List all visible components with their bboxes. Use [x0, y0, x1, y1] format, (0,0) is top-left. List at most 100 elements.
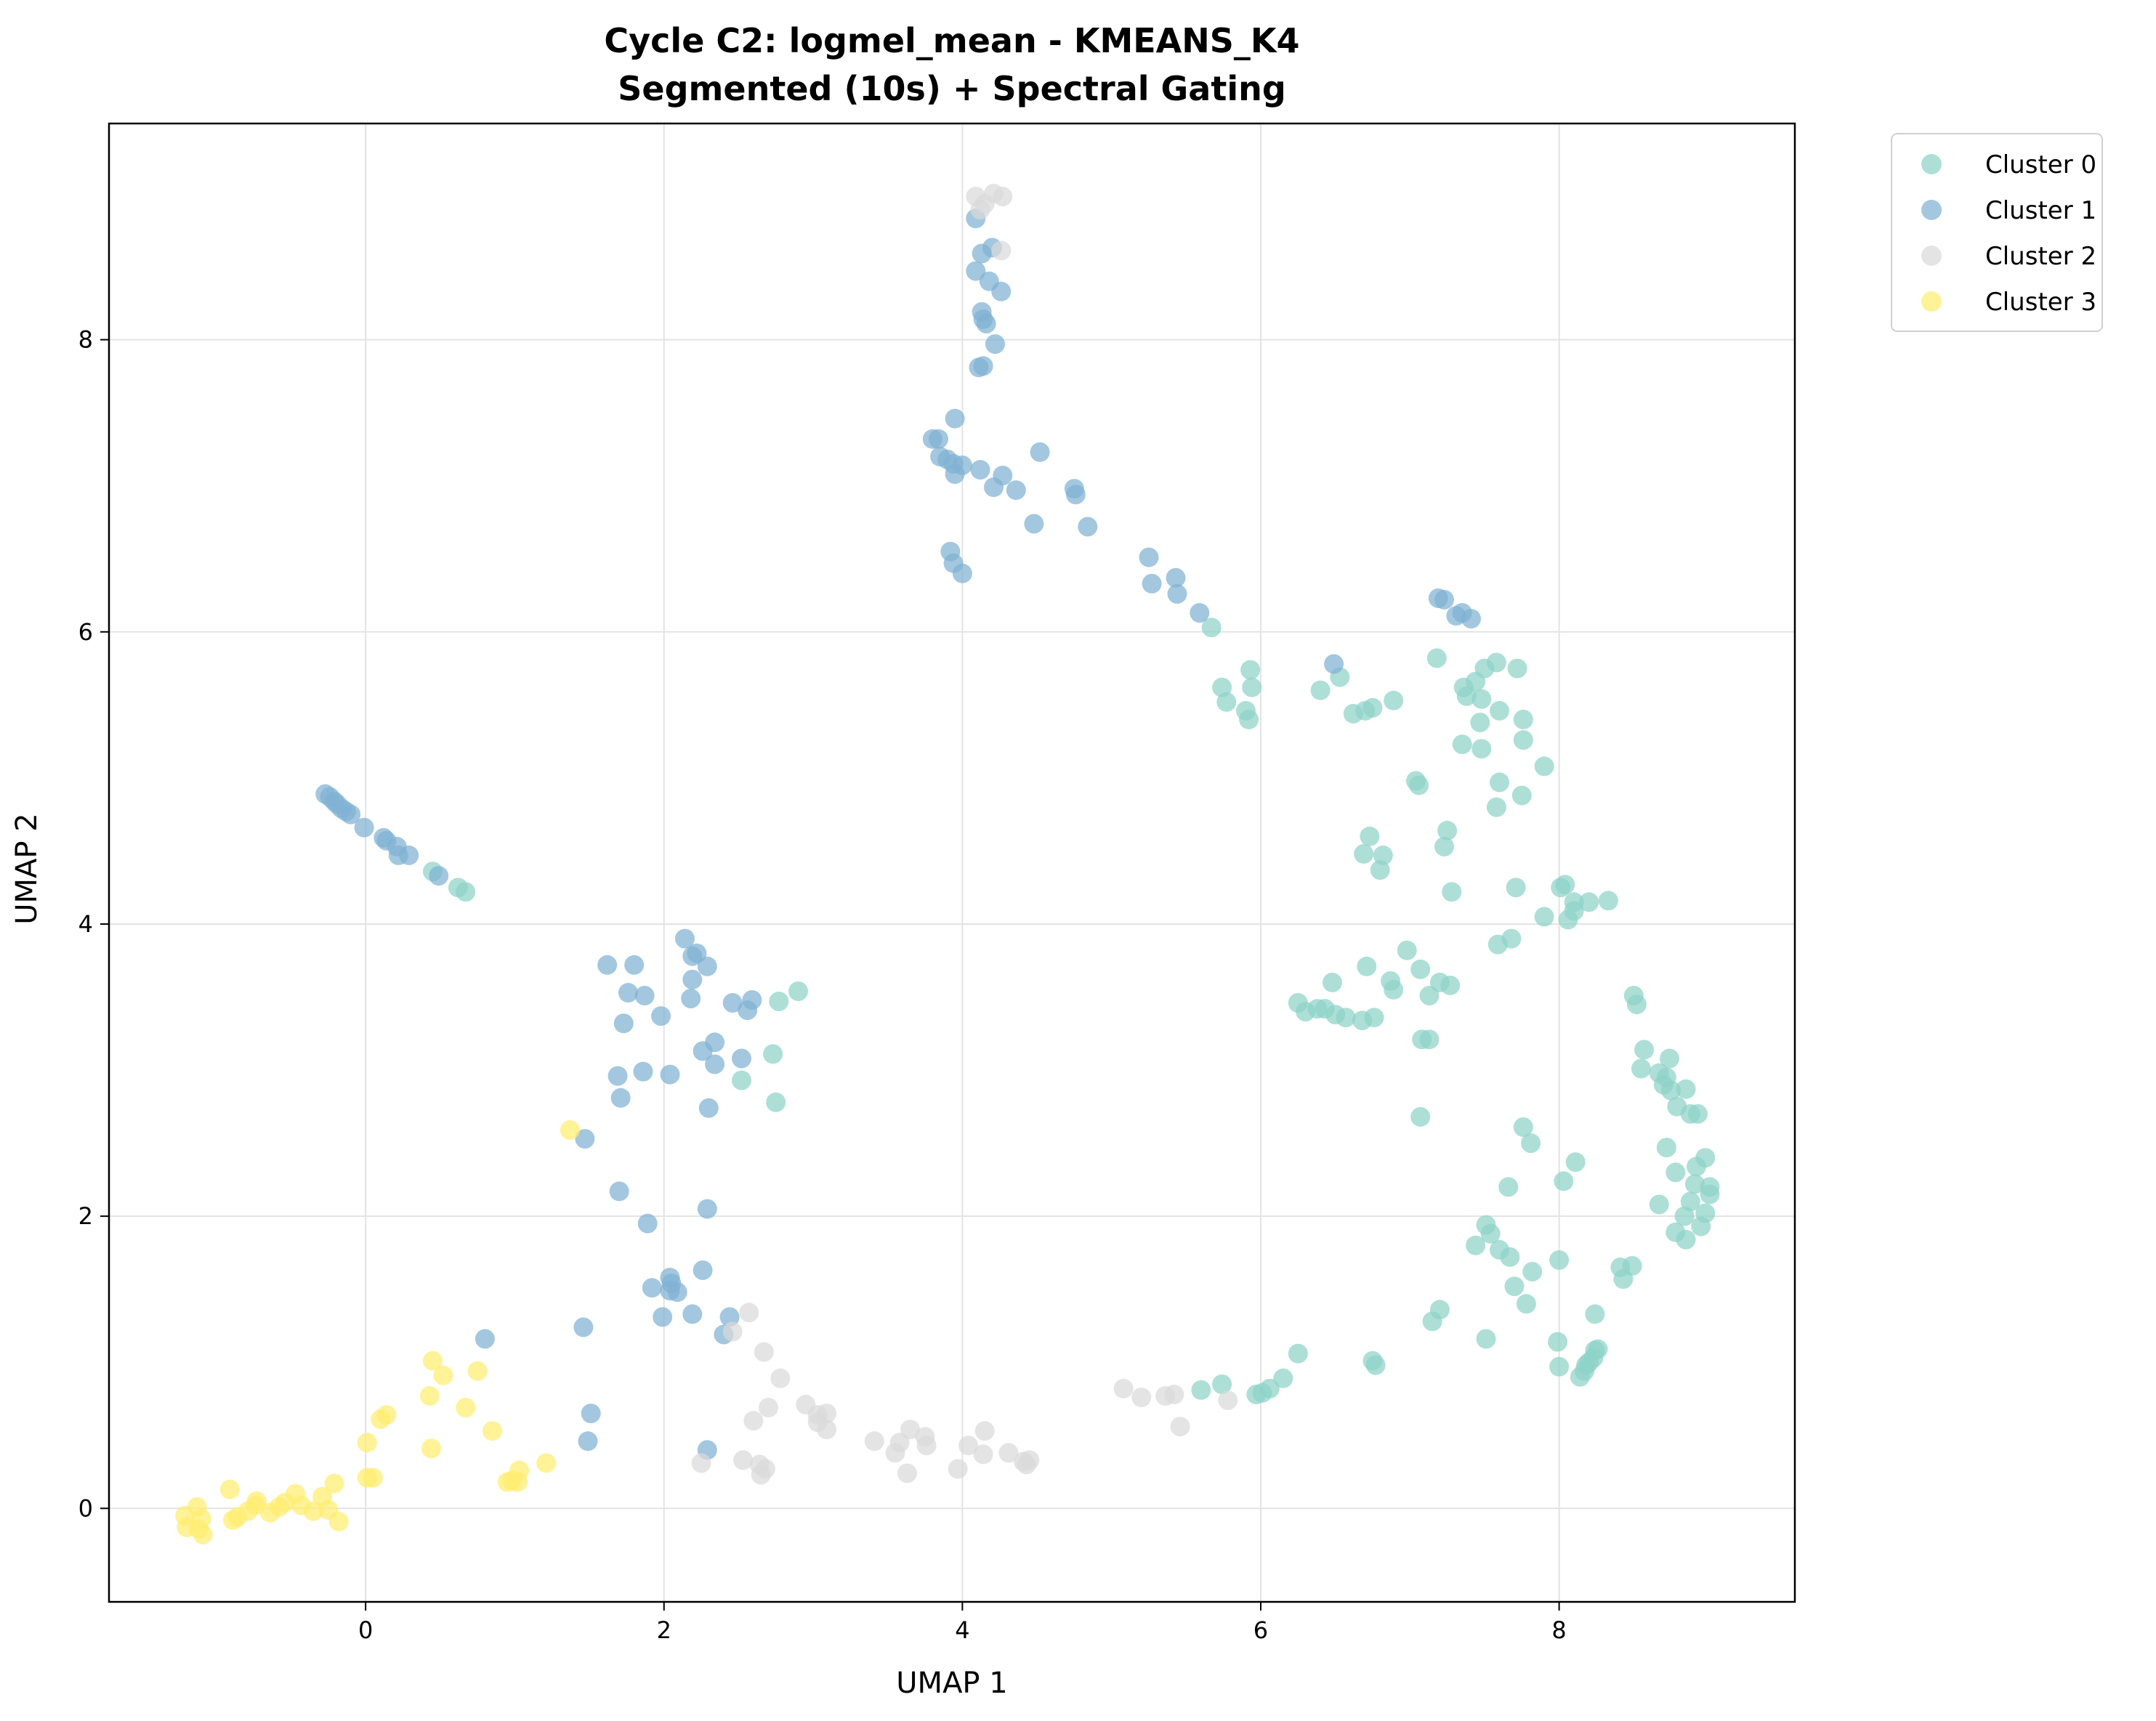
- data-point: [945, 464, 965, 485]
- data-point: [1242, 677, 1262, 697]
- data-point: [885, 1443, 905, 1463]
- data-point: [1017, 1454, 1037, 1475]
- data-point: [739, 1303, 759, 1323]
- legend-item-cluster-2: Cluster 2: [1921, 242, 2096, 271]
- data-point: [651, 1006, 671, 1026]
- data-point: [421, 1438, 441, 1459]
- data-point: [260, 1502, 280, 1523]
- data-point: [1397, 940, 1417, 960]
- data-point: [1352, 1011, 1373, 1031]
- data-point: [1201, 617, 1222, 638]
- data-point: [1661, 1080, 1681, 1101]
- axis-ticks: 0 2 4 6 8 0 2 4 6 8: [78, 326, 1567, 1644]
- legend: Cluster 0 Cluster 1 Cluster 2 Cluster 3: [1891, 133, 2103, 332]
- data-point: [1426, 648, 1447, 668]
- data-point: [682, 969, 703, 989]
- data-point: [916, 1435, 937, 1456]
- data-point: [1504, 1276, 1525, 1297]
- data-point: [341, 804, 361, 825]
- data-point: [419, 1386, 440, 1406]
- data-point: [1500, 1247, 1520, 1267]
- data-point: [1480, 1223, 1501, 1244]
- data-point: [475, 1329, 495, 1349]
- data-point: [1548, 1332, 1568, 1352]
- data-point: [222, 1510, 243, 1530]
- legend-label: Cluster 1: [1985, 196, 2096, 225]
- data-point: [1579, 892, 1599, 912]
- data-point: [653, 1307, 673, 1327]
- chart-title: Cycle C2: logmel_mean - KMEANS_K4: [604, 21, 1299, 60]
- data-point: [1476, 1329, 1496, 1349]
- series-cluster-2: [691, 184, 1238, 1485]
- data-point: [1422, 1311, 1442, 1332]
- data-point: [1167, 584, 1187, 604]
- data-point: [1534, 907, 1554, 927]
- data-point: [1634, 1040, 1655, 1060]
- data-point: [1554, 1171, 1574, 1191]
- data-point: [1666, 1162, 1686, 1183]
- data-point: [1570, 1366, 1590, 1387]
- data-point: [429, 866, 449, 886]
- chart-subtitle: Segmented (10s) + Spectral Gating: [618, 69, 1286, 108]
- y-axis-label: UMAP 2: [10, 813, 44, 924]
- data-point: [1452, 734, 1472, 755]
- series-cluster-1: [315, 208, 1481, 1460]
- data-point: [976, 314, 996, 333]
- data-point: [763, 1044, 783, 1064]
- data-point: [1674, 1206, 1695, 1226]
- data-point: [1434, 590, 1454, 610]
- data-point: [788, 981, 808, 1001]
- data-point: [1470, 713, 1490, 732]
- data-point: [1024, 514, 1044, 534]
- data-point: [610, 1088, 631, 1108]
- data-point: [1506, 878, 1526, 898]
- data-point: [766, 1092, 786, 1112]
- data-point: [1323, 972, 1342, 992]
- legend-label: Cluster 2: [1985, 242, 2096, 271]
- data-point: [618, 983, 638, 1003]
- data-point: [1558, 910, 1578, 930]
- data-point: [467, 1361, 488, 1381]
- data-point: [929, 429, 948, 449]
- data-point: [732, 1048, 751, 1069]
- data-point: [1409, 775, 1429, 795]
- data-point: [399, 845, 419, 865]
- data-point: [693, 1260, 713, 1280]
- data-point: [607, 1066, 628, 1086]
- data-point: [1507, 658, 1527, 679]
- data-point: [1191, 1380, 1211, 1400]
- data-point: [984, 477, 1004, 498]
- data-point: [1078, 517, 1098, 537]
- legend-marker: [1921, 291, 1942, 312]
- data-point: [698, 1098, 719, 1118]
- data-point: [970, 460, 990, 480]
- data-point: [497, 1472, 517, 1492]
- series-cluster-0: [423, 617, 1720, 1404]
- data-point: [1534, 756, 1554, 777]
- data-point: [1212, 1374, 1232, 1394]
- data-point: [1190, 603, 1210, 623]
- data-point: [1252, 1382, 1272, 1403]
- y-tick-label: 4: [78, 910, 93, 938]
- data-point: [1676, 1079, 1696, 1099]
- data-point: [1410, 959, 1431, 979]
- data-point: [1626, 995, 1647, 1015]
- data-point: [609, 1181, 629, 1202]
- data-point: [991, 281, 1012, 301]
- data-point: [1336, 1008, 1356, 1028]
- data-point: [897, 1463, 917, 1483]
- data-point: [578, 1431, 598, 1451]
- data-point: [1442, 882, 1462, 902]
- data-point: [423, 1351, 443, 1371]
- data-point: [1216, 692, 1237, 712]
- data-point: [1687, 1157, 1706, 1177]
- data-point: [624, 955, 645, 975]
- data-point: [691, 1453, 711, 1473]
- legend-marker: [1921, 200, 1942, 220]
- data-point: [705, 1054, 725, 1074]
- x-axis-label: UMAP 1: [896, 1667, 1007, 1700]
- data-point: [1434, 836, 1454, 857]
- data-point: [1354, 843, 1374, 864]
- data-point: [456, 1398, 476, 1418]
